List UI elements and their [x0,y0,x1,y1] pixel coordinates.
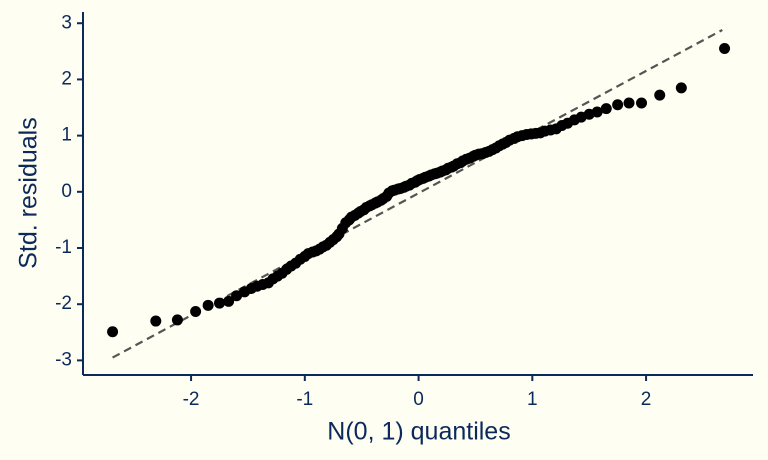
y-tick-label: -3 [55,349,72,370]
point [675,82,687,94]
point [202,299,214,311]
y-tick-label: -1 [55,237,72,258]
x-axis-label: N(0, 1) quantiles [327,418,510,446]
point [719,43,731,55]
point [600,103,612,115]
point [223,295,235,307]
point [107,326,119,338]
point [636,97,648,109]
point [591,106,603,118]
point [623,97,635,109]
y-tick-label: 3 [61,12,72,33]
point [190,306,202,318]
y-axis-label: Std. residuals [15,117,43,268]
x-tick-label: 0 [413,389,424,410]
x-tick-label: 1 [527,389,538,410]
x-tick-label: -2 [183,389,200,410]
y-tick-label: 1 [61,125,72,146]
point [150,315,162,327]
y-tick-label: 0 [61,181,72,202]
point [214,297,226,309]
x-tick-label: 2 [641,389,652,410]
point [612,99,624,111]
point [654,89,666,101]
x-tick-label: -1 [296,389,313,410]
y-tick-label: -2 [55,293,72,314]
y-tick-label: 2 [61,68,72,89]
reference-line [112,29,723,359]
point [171,314,183,326]
